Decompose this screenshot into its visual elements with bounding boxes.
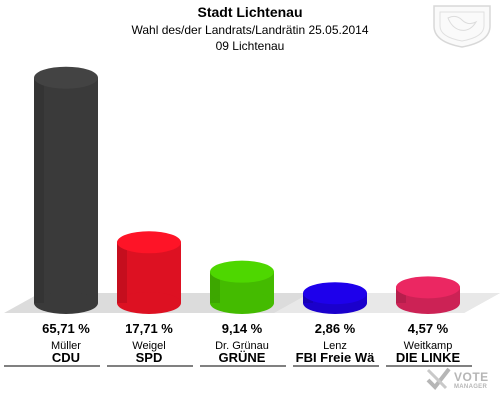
vote-manager-logo: VOTE MANAGER [424, 364, 488, 397]
bar-group [210, 260, 274, 314]
bar-base [396, 292, 460, 314]
candidate-label: Lenz [323, 340, 347, 352]
value-label: 17,71 % [125, 321, 173, 336]
district-label: 09 Lichtenau [215, 39, 285, 53]
candidate-label: Dr. Grünau [215, 340, 269, 352]
checkmark-icon [426, 367, 451, 391]
bar-top [396, 276, 460, 299]
party-label: FBI Freie Wä [296, 350, 376, 365]
bar-group [396, 276, 460, 314]
bar-shade [396, 287, 406, 303]
bar-shade [34, 77, 44, 303]
bar-shade [117, 242, 127, 303]
value-label: 65,71 % [42, 321, 90, 336]
party-label: GRÜNE [219, 350, 266, 365]
value-label: 4,57 % [408, 321, 449, 336]
logo-text: VOTE [454, 370, 489, 384]
bar-group [303, 282, 367, 314]
party-label: SPD [136, 350, 163, 365]
candidate-label: Weitkamp [404, 340, 453, 352]
candidate-label: Weigel [132, 340, 165, 352]
bar-top [303, 282, 367, 305]
bar-group [117, 231, 181, 314]
bar-group [34, 66, 98, 314]
party-label: DIE LINKE [396, 350, 461, 365]
bar-base [210, 292, 274, 314]
bar [34, 77, 98, 303]
candidate-label: Müller [51, 340, 81, 352]
bar-shade [210, 271, 220, 303]
bar-base [117, 292, 181, 314]
value-label: 2,86 % [315, 321, 356, 336]
bar-top [210, 260, 274, 283]
chart-title: Stadt Lichtenau [197, 4, 303, 20]
bar-base [34, 292, 98, 314]
value-label: 9,14 % [222, 321, 263, 336]
bar-top [34, 66, 98, 89]
chart-subtitle: Wahl des/der Landrats/Landrätin 25.05.20… [131, 23, 369, 37]
bar-top [117, 231, 181, 254]
logo-subtext: MANAGER [454, 384, 488, 390]
party-label: CDU [52, 350, 80, 365]
coat-of-arms-icon [433, 5, 491, 48]
